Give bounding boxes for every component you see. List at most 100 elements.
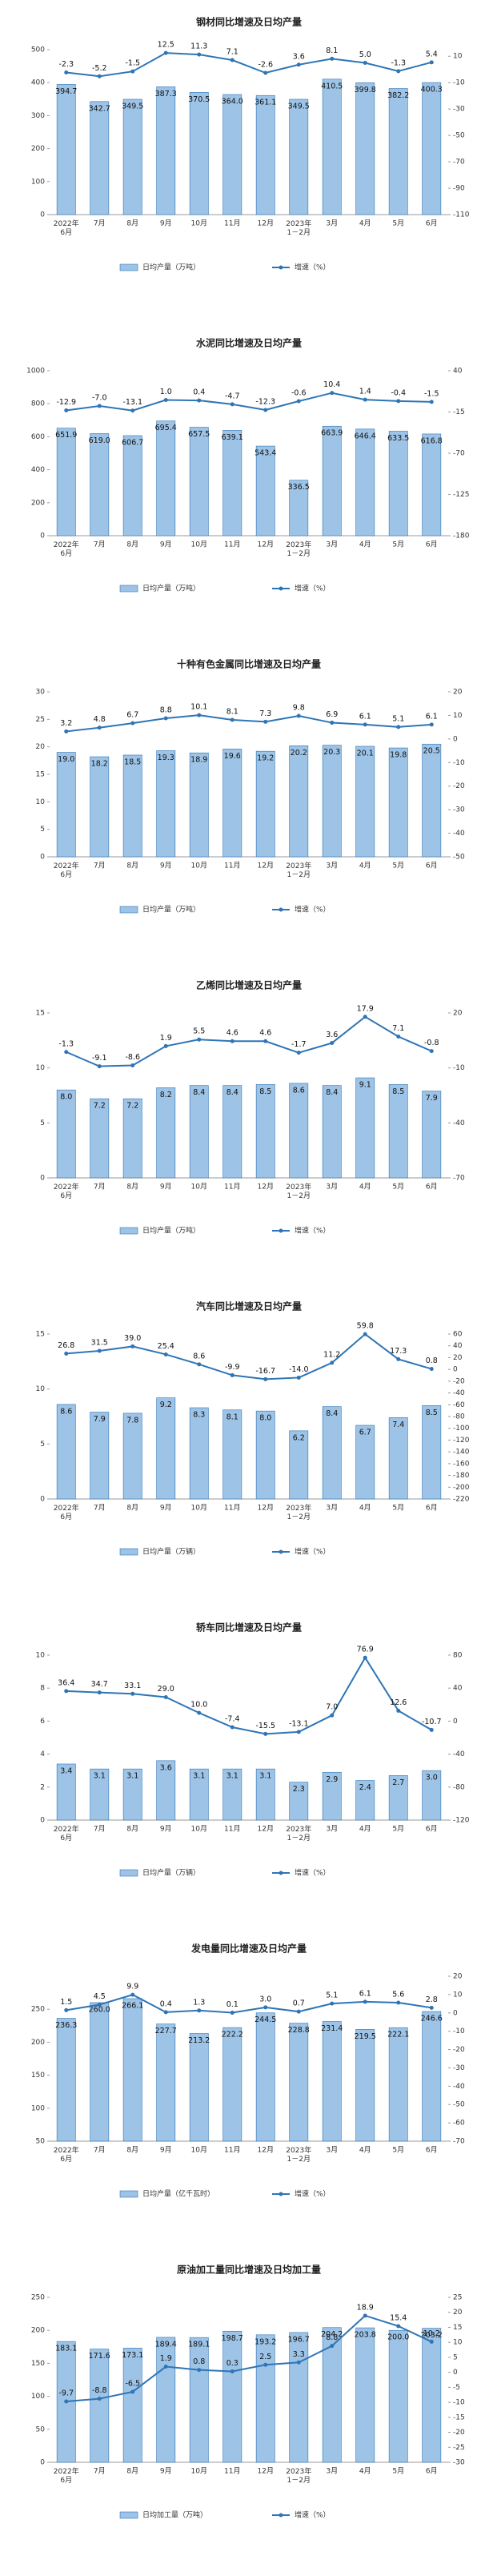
data-label: 222.1 — [387, 2031, 409, 2040]
growth-point — [64, 408, 69, 413]
x-tick-label: 6月 — [426, 1504, 438, 1513]
x-tick-label: 4月 — [359, 2467, 371, 2476]
x-tick-label: 7月 — [94, 1504, 106, 1513]
bar — [156, 1760, 176, 1821]
x-tick-label: 6月 — [426, 219, 438, 228]
bar — [388, 1775, 408, 1821]
growth-point — [429, 2339, 434, 2344]
data-label: -16.7 — [255, 1367, 275, 1376]
data-label: 6.7 — [126, 711, 138, 720]
data-label: 31.5 — [91, 1338, 108, 1347]
data-label: 9.2 — [160, 1401, 172, 1409]
x-tick-label: 4月 — [359, 219, 371, 228]
x-tick-label: 9月 — [160, 1825, 172, 1834]
data-label: 387.3 — [155, 90, 177, 98]
y2-tick-label: -10 — [453, 1064, 465, 1072]
y2-tick-label: -50 — [453, 854, 465, 862]
growth-point — [97, 725, 102, 730]
bar — [189, 427, 209, 536]
data-label: 7.3 — [259, 709, 271, 718]
data-label: 5.6 — [392, 1990, 404, 1999]
y2-tick-label: -60 — [453, 1401, 465, 1409]
bar — [56, 1089, 76, 1179]
y2-tick-label: -40 — [453, 1389, 465, 1397]
bar — [388, 747, 408, 858]
x-tick-label: 12月 — [258, 862, 274, 870]
y-tick-label: 400 — [31, 466, 45, 474]
bar — [222, 430, 242, 536]
y2-tick-label: -125 — [453, 491, 469, 499]
y2-tick-label: -70 — [453, 1175, 465, 1183]
y2-tick-label: 20 — [453, 1973, 463, 1981]
data-label: 0.3 — [226, 2359, 238, 2368]
data-label: -4.7 — [225, 392, 240, 400]
data-label: 6.1 — [359, 712, 371, 721]
legend-label: 增速（%） — [295, 1226, 331, 1236]
data-label: -15.5 — [255, 1722, 275, 1730]
data-label: -9.1 — [92, 1054, 107, 1063]
y-tick-label: 15 — [36, 1331, 45, 1339]
x-tick-label: 12月 — [258, 1504, 274, 1513]
growth-point — [97, 1690, 102, 1695]
growth-point — [197, 398, 202, 403]
growth-point — [429, 1367, 434, 1372]
growth-point — [230, 58, 234, 62]
growth-point — [130, 408, 135, 413]
bar — [122, 2348, 142, 2463]
bar — [355, 1425, 375, 1500]
x-tick-label: 2023年 1－2月 — [286, 540, 311, 558]
x-tick-label: 7月 — [94, 2467, 106, 2476]
data-label: 12.5 — [158, 41, 174, 50]
y2-tick-label: -10 — [453, 2027, 465, 2035]
data-label: 3.3 — [293, 2350, 305, 2359]
growth-line — [66, 2314, 432, 2402]
bar — [255, 2334, 275, 2463]
x-tick-label: 11月 — [224, 2146, 240, 2155]
data-label: 5.5 — [193, 1027, 205, 1036]
y-tick-label: 500 — [31, 46, 45, 54]
y2-tick-label: 20 — [453, 2309, 463, 2317]
x-tick-label: 8月 — [126, 2146, 138, 2155]
growth-point — [230, 402, 234, 407]
data-label: 364.0 — [222, 98, 243, 106]
legend-marker — [279, 1228, 283, 1233]
growth-point — [296, 1730, 301, 1734]
data-label: 8.6 — [193, 1352, 205, 1360]
y2-tick-label: 10 — [453, 2339, 463, 2347]
bar — [90, 1412, 110, 1500]
data-label: 0.4 — [193, 388, 205, 397]
legend-marker — [279, 265, 283, 270]
x-tick-label: 10月 — [191, 219, 207, 228]
data-label: 266.1 — [122, 2001, 143, 2010]
y2-tick-label: -50 — [453, 2101, 465, 2109]
data-label: 8.1 — [226, 708, 238, 717]
x-tick-label: 2022年 6月 — [54, 219, 79, 237]
growth-point — [396, 399, 401, 404]
y2-tick-label: 20 — [453, 689, 463, 697]
data-label: 7.9 — [94, 1415, 106, 1424]
data-label: 3.1 — [259, 1772, 271, 1781]
growth-point — [330, 56, 335, 61]
legend-label: 增速（%） — [295, 1868, 331, 1878]
bar — [189, 1085, 209, 1179]
data-label: 3.0 — [426, 1774, 438, 1782]
y2-tick-label: -20 — [453, 782, 465, 790]
bar — [289, 98, 309, 215]
y2-tick-label: 0 — [453, 1718, 458, 1726]
data-label: 616.8 — [421, 436, 443, 445]
data-label: 5.1 — [392, 714, 404, 723]
data-label: 236.3 — [55, 2021, 77, 2030]
chart-title: 发电量同比增速及日均产量 — [190, 1943, 307, 1955]
x-tick-label: 8月 — [126, 2467, 138, 2476]
y2-tick-label: -70 — [453, 159, 465, 167]
legend-label: 增速（%） — [295, 584, 331, 593]
y-tick-label: 10 — [36, 1064, 46, 1072]
legend-label: 增速（%） — [295, 2510, 331, 2520]
x-tick-label: 2022年 6月 — [54, 861, 79, 879]
data-label: 10.0 — [190, 1701, 207, 1710]
growth-line — [66, 714, 432, 733]
x-tick-label: 8月 — [126, 862, 138, 870]
bar — [189, 2033, 209, 2142]
bar — [222, 2330, 242, 2463]
